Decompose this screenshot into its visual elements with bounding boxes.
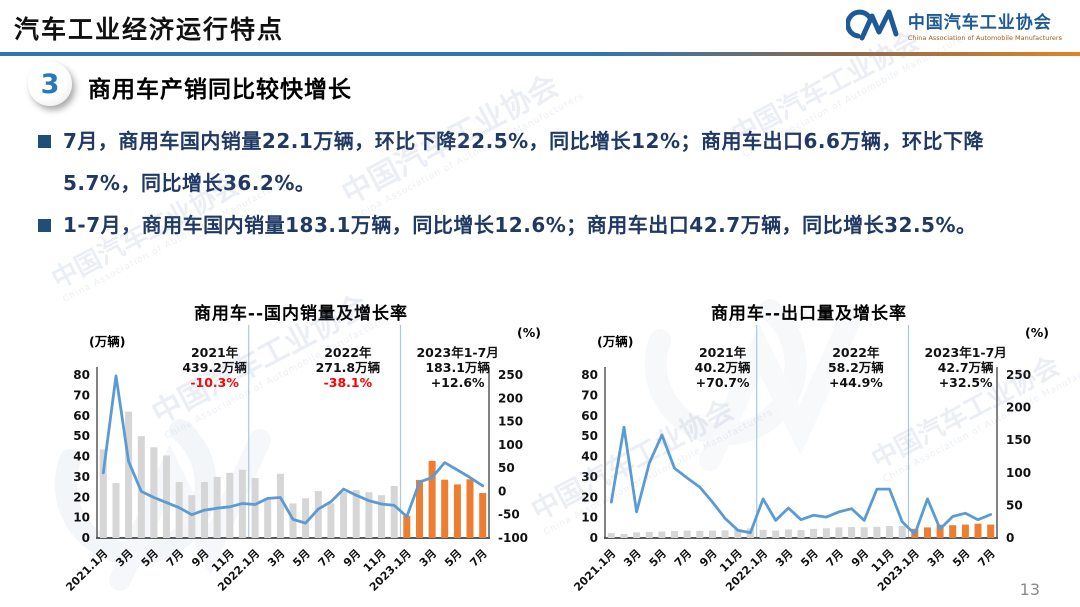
page-number: 13 bbox=[1019, 580, 1040, 599]
bullet-square-icon bbox=[38, 219, 51, 232]
svg-text:2021.1月: 2021.1月 bbox=[63, 547, 110, 594]
svg-text:250: 250 bbox=[1006, 368, 1031, 382]
svg-text:+12.6%: +12.6% bbox=[431, 375, 485, 390]
caam-logo-en: China Association of Automobile Manufact… bbox=[907, 34, 1062, 42]
svg-text:50: 50 bbox=[1006, 498, 1023, 512]
svg-text:+44.9%: +44.9% bbox=[829, 375, 883, 390]
svg-text:80: 80 bbox=[581, 368, 598, 382]
svg-text:150: 150 bbox=[1006, 433, 1031, 447]
svg-text:-10.3%: -10.3% bbox=[190, 375, 239, 390]
caam-logo-text: 中国汽车工业协会 China Association of Automobile… bbox=[908, 8, 1062, 42]
chart-title: 商用车--出口量及增长率 bbox=[710, 304, 908, 324]
svg-text:60: 60 bbox=[73, 409, 90, 423]
svg-text:0: 0 bbox=[590, 531, 598, 545]
svg-text:3月: 3月 bbox=[925, 547, 947, 569]
svg-text:+32.5%: +32.5% bbox=[939, 375, 993, 390]
svg-text:7月: 7月 bbox=[316, 547, 338, 569]
svg-text:3月: 3月 bbox=[417, 547, 439, 569]
header-divider bbox=[0, 52, 1080, 56]
svg-text:2022年: 2022年 bbox=[832, 345, 880, 360]
svg-text:50: 50 bbox=[73, 429, 90, 443]
svg-text:183.1万辆: 183.1万辆 bbox=[425, 360, 490, 375]
svg-text:2023年1-7月: 2023年1-7月 bbox=[924, 345, 1006, 360]
svg-text:-38.1%: -38.1% bbox=[324, 375, 373, 390]
caam-logo-icon bbox=[845, 9, 899, 41]
svg-text:5月: 5月 bbox=[798, 547, 820, 569]
svg-text:200: 200 bbox=[1006, 401, 1031, 415]
svg-text:+70.7%: +70.7% bbox=[696, 375, 750, 390]
svg-text:20: 20 bbox=[73, 490, 90, 504]
svg-text:0: 0 bbox=[498, 484, 506, 498]
svg-text:-50: -50 bbox=[498, 508, 520, 522]
svg-text:3月: 3月 bbox=[621, 547, 643, 569]
svg-text:7月: 7月 bbox=[975, 547, 997, 569]
right-axis-unit: (%) bbox=[1025, 325, 1049, 340]
svg-text:40: 40 bbox=[73, 450, 90, 464]
export-volume-chart: 0 10 20 30 40 50 60 70 80 0 50 100 150 200 250 2021.1月 3… bbox=[563, 295, 1055, 607]
svg-text:250: 250 bbox=[498, 368, 523, 382]
svg-text:5月: 5月 bbox=[139, 547, 161, 569]
svg-text:2021年: 2021年 bbox=[191, 345, 239, 360]
svg-text:3月: 3月 bbox=[265, 547, 287, 569]
svg-text:100: 100 bbox=[498, 438, 523, 452]
page-title: 汽车工业经济运行特点 bbox=[14, 15, 285, 44]
section-number-badge: 3 bbox=[28, 62, 72, 106]
svg-text:58.2万辆: 58.2万辆 bbox=[828, 360, 884, 375]
right-axis-unit: (%) bbox=[517, 325, 541, 340]
svg-text:0: 0 bbox=[1006, 531, 1014, 545]
svg-text:80: 80 bbox=[73, 368, 90, 382]
svg-text:7月: 7月 bbox=[467, 547, 489, 569]
svg-text:200: 200 bbox=[498, 391, 523, 405]
bullet-list: 7月，商用车国内销量22.1万辆，环比下降22.5%，同比增长12%；商用车出口… bbox=[34, 120, 1054, 246]
svg-text:10: 10 bbox=[73, 511, 90, 525]
caam-logo: 中国汽车工业协会 China Association of Automobile… bbox=[845, 6, 1062, 44]
bullet-text: 1-7月，商用车国内销量183.1万辆，同比增长12.6%；商用车出口42.7万… bbox=[63, 213, 977, 237]
bullet-square-icon bbox=[38, 135, 51, 148]
svg-text:42.7万辆: 42.7万辆 bbox=[938, 360, 994, 375]
bullet-item: 7月，商用车国内销量22.1万辆，环比下降22.5%，同比增长12%；商用车出口… bbox=[34, 120, 1054, 204]
svg-text:5月: 5月 bbox=[950, 547, 972, 569]
svg-text:3月: 3月 bbox=[113, 547, 135, 569]
svg-text:100: 100 bbox=[1006, 466, 1031, 480]
svg-text:439.2万辆: 439.2万辆 bbox=[182, 360, 247, 375]
svg-text:3月: 3月 bbox=[773, 547, 795, 569]
svg-text:5月: 5月 bbox=[647, 547, 669, 569]
svg-text:2021.1月: 2021.1月 bbox=[571, 547, 618, 594]
section-heading: 商用车产销同比较快增长 bbox=[88, 77, 352, 103]
svg-text:70: 70 bbox=[73, 388, 90, 402]
svg-text:50: 50 bbox=[581, 429, 598, 443]
svg-text:40.2万辆: 40.2万辆 bbox=[695, 360, 751, 375]
caam-logo-cn: 中国汽车工业协会 bbox=[907, 13, 1052, 33]
svg-text:40: 40 bbox=[581, 450, 598, 464]
domestic-sales-chart: 0 10 20 30 40 50 60 70 80 -100 -50 0 50 100 150 200 250 2… bbox=[55, 295, 547, 607]
svg-text:2021年: 2021年 bbox=[699, 345, 747, 360]
bullet-item: 1-7月，商用车国内销量183.1万辆，同比增长12.6%；商用车出口42.7万… bbox=[34, 204, 1054, 246]
svg-text:271.8万辆: 271.8万辆 bbox=[316, 360, 381, 375]
left-axis-unit: (万辆) bbox=[89, 334, 126, 349]
svg-text:7月: 7月 bbox=[824, 547, 846, 569]
svg-text:5月: 5月 bbox=[442, 547, 464, 569]
svg-text:20: 20 bbox=[581, 490, 598, 504]
svg-text:0: 0 bbox=[82, 531, 90, 545]
svg-text:50: 50 bbox=[498, 461, 515, 475]
svg-text:150: 150 bbox=[498, 415, 523, 429]
svg-text:30: 30 bbox=[581, 470, 598, 484]
svg-text:2023年1-7月: 2023年1-7月 bbox=[416, 345, 498, 360]
svg-text:7月: 7月 bbox=[672, 547, 694, 569]
svg-text:2022年: 2022年 bbox=[324, 345, 372, 360]
svg-text:30: 30 bbox=[73, 470, 90, 484]
svg-text:7月: 7月 bbox=[164, 547, 186, 569]
svg-text:60: 60 bbox=[581, 409, 598, 423]
svg-text:-100: -100 bbox=[498, 531, 528, 545]
svg-text:70: 70 bbox=[581, 388, 598, 402]
svg-text:5月: 5月 bbox=[290, 547, 312, 569]
svg-text:10: 10 bbox=[581, 511, 598, 525]
left-axis-unit: (万辆) bbox=[597, 334, 634, 349]
chart-canvas: 01020304050607080-100-500501001502002502… bbox=[63, 325, 528, 594]
bullet-text: 7月，商用车国内销量22.1万辆，环比下降22.5%，同比增长12%；商用车出口… bbox=[63, 129, 984, 195]
chart-title: 商用车--国内销量及增长率 bbox=[193, 304, 409, 324]
